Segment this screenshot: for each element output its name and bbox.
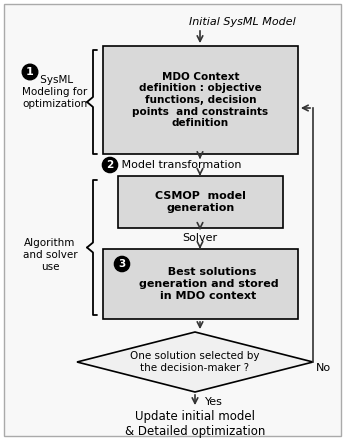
- Text: Model transformation: Model transformation: [118, 160, 242, 170]
- Text: MDO Context
definition : objective
functions, decision
points  and constraints
d: MDO Context definition : objective funct…: [132, 72, 268, 128]
- Text: CSMOP  model
generation: CSMOP model generation: [155, 191, 246, 213]
- Bar: [118, 176, 283, 228]
- Bar: [103, 46, 298, 154]
- Text: Update initial model
& Detailed optimization: Update initial model & Detailed optimiza…: [125, 410, 265, 438]
- Text: 1: 1: [26, 67, 34, 77]
- Polygon shape: [77, 332, 313, 392]
- Bar: [103, 249, 298, 319]
- Text: Solver: Solver: [183, 233, 218, 243]
- Text: One solution selected by
the decision-maker ?: One solution selected by the decision-ma…: [130, 351, 260, 373]
- Text: Algorithm
and solver
use: Algorithm and solver use: [23, 238, 77, 272]
- Text: 3: 3: [118, 259, 126, 269]
- Text: SysML
Modeling for
optimization: SysML Modeling for optimization: [22, 75, 88, 109]
- Text: 2: 2: [106, 160, 114, 170]
- Text: Yes: Yes: [205, 397, 223, 407]
- Text: Best solutions
generation and stored
in MDO context: Best solutions generation and stored in …: [139, 267, 278, 301]
- Text: Initial SysML Model: Initial SysML Model: [189, 17, 295, 27]
- Text: No: No: [316, 363, 331, 373]
